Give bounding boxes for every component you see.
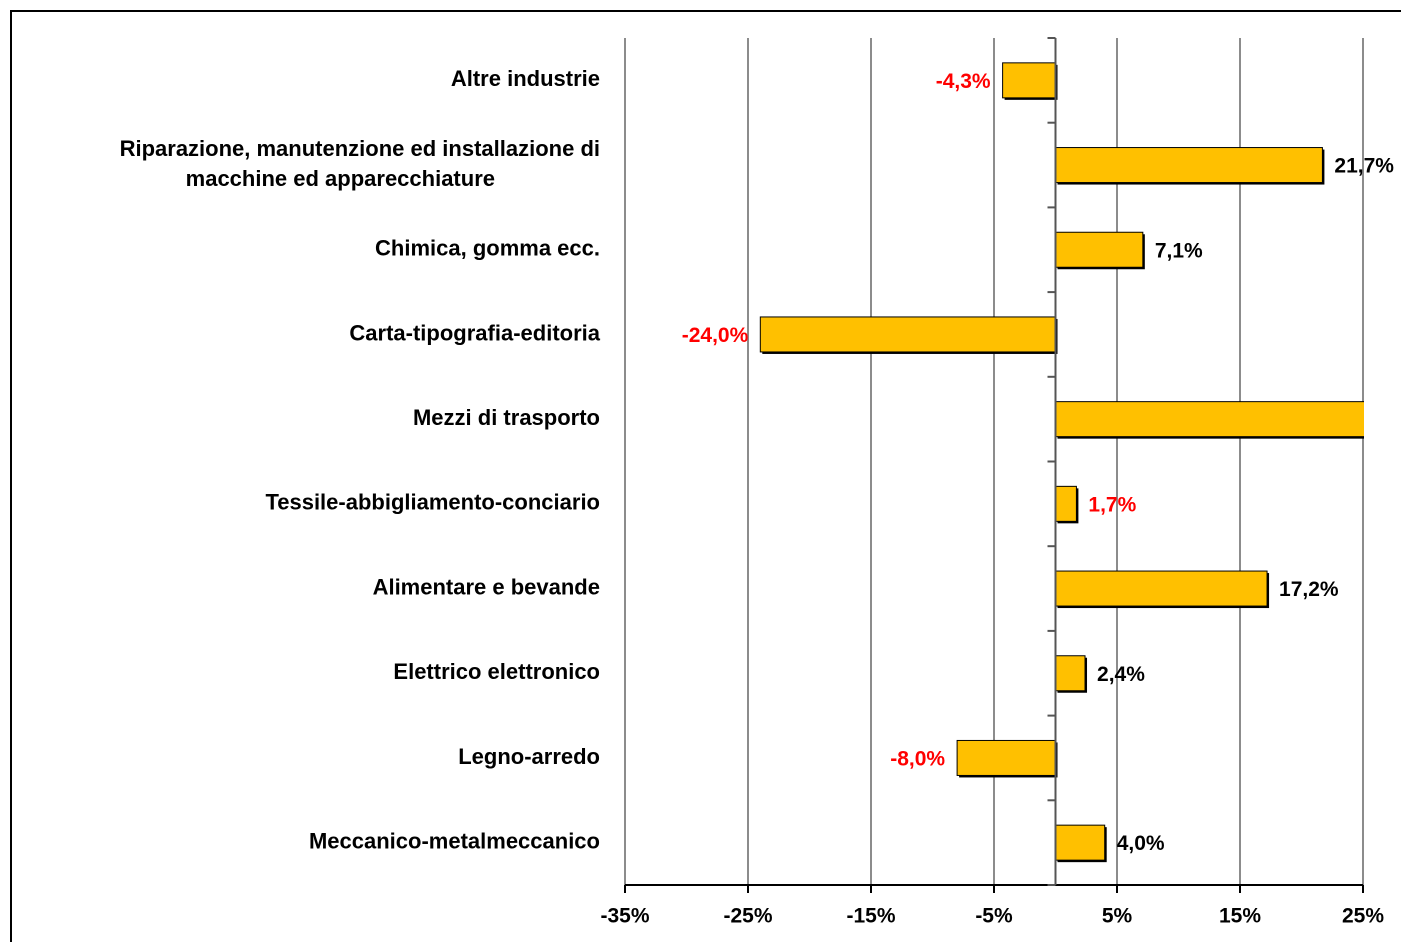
y-tick-label: Legno-arredo bbox=[458, 744, 600, 769]
bar bbox=[759, 316, 1056, 353]
value-label: 1,7% bbox=[1088, 493, 1136, 516]
y-tick-label: Mezzi di trasporto bbox=[413, 405, 600, 430]
y-tick-label: Altre industrie bbox=[451, 66, 600, 91]
bar bbox=[1055, 485, 1077, 522]
y-tick-label: Tessile-abbigliamento-conciario bbox=[265, 490, 600, 515]
y-tick-label: Elettrico elettronico bbox=[393, 659, 600, 684]
value-label: 17,2% bbox=[1279, 578, 1339, 601]
y-tick-label: Chimica, gomma ecc. bbox=[375, 236, 600, 261]
value-label: 21,7% bbox=[1334, 155, 1394, 178]
bar bbox=[1055, 655, 1086, 692]
y-tick-label: Carta-tipografia-editoria bbox=[349, 320, 600, 345]
value-label: 4,0% bbox=[1117, 832, 1165, 855]
bar bbox=[1055, 570, 1268, 607]
bar bbox=[956, 739, 1056, 776]
bar bbox=[1002, 62, 1056, 99]
value-label: 2,4% bbox=[1097, 663, 1145, 686]
frame bbox=[10, 10, 1401, 942]
bar bbox=[1055, 231, 1144, 268]
value-label: 7,1% bbox=[1155, 239, 1203, 262]
value-label: -4,3% bbox=[936, 70, 991, 93]
y-tick-label: Alimentare e bevande bbox=[373, 574, 600, 599]
bar bbox=[1055, 147, 1323, 184]
x-tick-label: -5% bbox=[975, 905, 1013, 928]
x-tick-label: -25% bbox=[723, 905, 772, 928]
bar bbox=[1055, 401, 1364, 438]
x-tick-label: 5% bbox=[1102, 905, 1133, 928]
x-tick-label: 25% bbox=[1342, 905, 1384, 928]
value-label: -8,0% bbox=[890, 747, 945, 770]
bar bbox=[1055, 824, 1106, 861]
y-tick-label: Riparazione, manutenzione ed installazio… bbox=[120, 136, 600, 191]
x-tick-label: 15% bbox=[1219, 905, 1261, 928]
x-tick-label: -15% bbox=[846, 905, 895, 928]
value-label: -24,0% bbox=[682, 324, 749, 347]
x-tick-label: -35% bbox=[600, 905, 649, 928]
y-tick-label: Meccanico-metalmeccanico bbox=[309, 828, 600, 853]
